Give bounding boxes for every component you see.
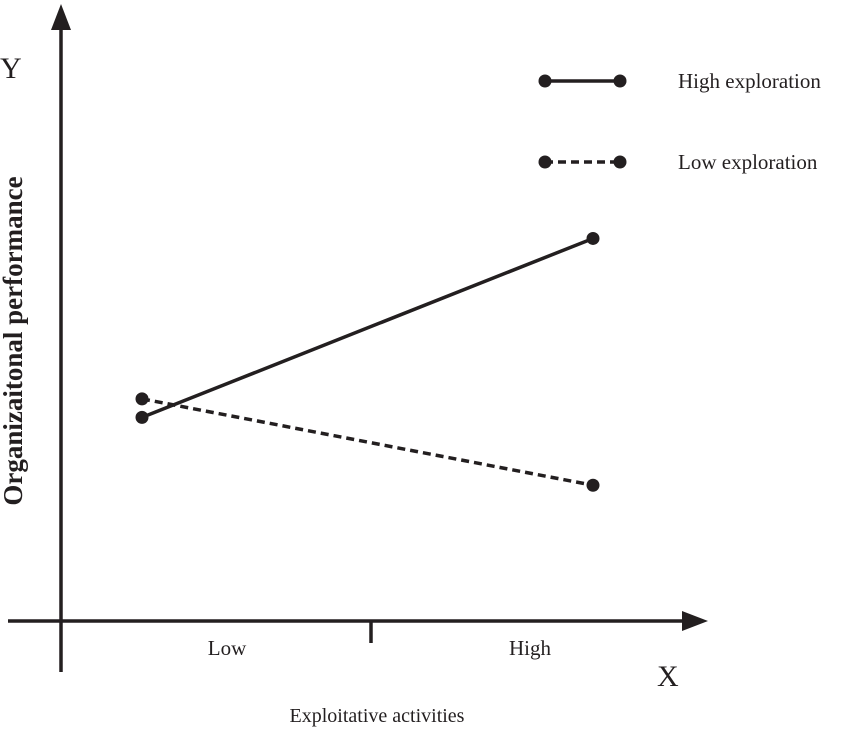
- series-line-low-exploration: [141, 397, 594, 487]
- x-tick-label-high: High: [509, 636, 552, 660]
- point-high-exploration-low: [135, 410, 149, 424]
- legend-swatch-marker-low-exploration-1: [538, 155, 552, 169]
- x-tick-labels: Low High: [208, 636, 552, 660]
- legend-swatch-marker-low-exploration-2: [613, 155, 627, 169]
- legend-item-low-exploration: Low exploration: [538, 150, 818, 174]
- legend-swatch-marker-high-exploration-2: [613, 74, 627, 88]
- data-series: [135, 231, 600, 492]
- x-axis-arrowhead: [682, 611, 708, 631]
- legend-item-high-exploration: High exploration: [538, 69, 821, 93]
- point-low-exploration-high: [586, 478, 600, 492]
- y-axis-letter: Y: [0, 52, 22, 85]
- axes: [8, 4, 708, 672]
- x-tick-label-low: Low: [208, 636, 247, 660]
- y-axis-label: Organizaitonal performance: [0, 176, 28, 505]
- legend: High exploration Low exploration: [538, 69, 821, 174]
- x-axis-letter: X: [657, 660, 679, 693]
- legend-label-low-exploration: Low exploration: [678, 150, 818, 174]
- series-line-high-exploration: [141, 236, 594, 420]
- legend-label-high-exploration: High exploration: [678, 69, 821, 93]
- legend-swatch-marker-high-exploration-1: [538, 74, 552, 88]
- y-axis-arrowhead: [51, 4, 71, 30]
- point-high-exploration-high: [586, 231, 600, 245]
- x-axis-label: Exploitative activities: [290, 705, 465, 727]
- point-low-exploration-low: [135, 392, 149, 406]
